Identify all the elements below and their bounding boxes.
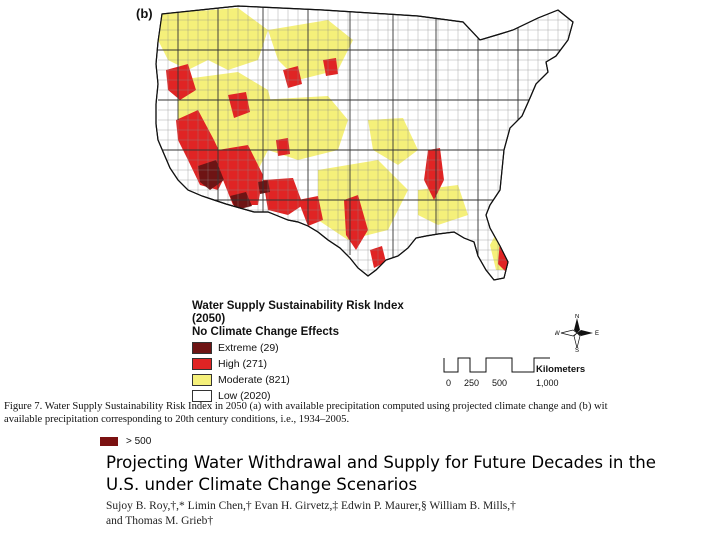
paper-title-line-2: U.S. under Climate Change Scenarios	[106, 474, 706, 496]
scale-tick-250: 250	[464, 378, 479, 388]
compass-n: N	[575, 314, 579, 320]
scale-title: Kilometers	[536, 364, 585, 375]
caption-line-1: Figure 7. Water Supply Sustainability Ri…	[4, 400, 718, 413]
map-legend: Water Supply Sustainability Risk Index (…	[192, 300, 432, 403]
paper-authors: Sujoy B. Roy,†,* Limin Chen,† Evan H. Gi…	[106, 499, 706, 529]
scale-tick-1000: 1,000	[536, 378, 559, 388]
legend-swatch-moderate	[192, 374, 212, 386]
legend-title: Water Supply Sustainability Risk Index (…	[192, 300, 432, 326]
legend-label-extreme: Extreme (29)	[218, 342, 279, 354]
authors-line-2: and Thomas M. Grieb†	[106, 514, 706, 529]
caption-line-2: available precipitation corresponding to…	[4, 413, 718, 426]
legend-swatch-high	[192, 358, 212, 370]
paper-title-line-1: Projecting Water Withdrawal and Supply f…	[106, 452, 706, 474]
overlap-legend-item: > 500	[100, 436, 151, 447]
panel-label: (b)	[136, 6, 153, 21]
authors-line-1: Sujoy B. Roy,†,* Limin Chen,† Evan H. Gi…	[106, 499, 706, 514]
compass-rose-icon: N S W E	[555, 314, 599, 352]
legend-item-moderate: Moderate (821)	[192, 373, 432, 387]
overlap-legend-swatch	[100, 437, 118, 446]
scale-tick-500: 500	[492, 378, 507, 388]
legend-label-high: High (271)	[218, 358, 267, 370]
legend-swatch-extreme	[192, 342, 212, 354]
paper-title: Projecting Water Withdrawal and Supply f…	[106, 452, 706, 496]
compass-w: W	[555, 331, 560, 337]
legend-subtitle: No Climate Change Effects	[192, 326, 432, 339]
legend-item-high: High (271)	[192, 357, 432, 371]
legend-item-extreme: Extreme (29)	[192, 341, 432, 355]
compass-e: E	[595, 331, 599, 337]
overlap-legend-label: > 500	[126, 436, 151, 447]
scale-tick-0: 0	[446, 378, 451, 388]
scale-bar: Kilometers 0 250 500 1,000	[440, 352, 610, 388]
figure-caption: Figure 7. Water Supply Sustainability Ri…	[4, 400, 718, 426]
legend-label-moderate: Moderate (821)	[218, 374, 290, 386]
